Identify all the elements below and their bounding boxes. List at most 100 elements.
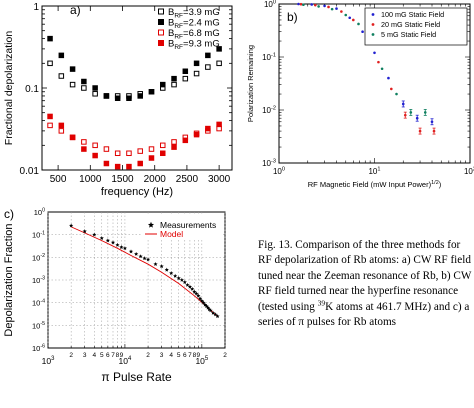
panel-c-xtick-minor-label: 9 [120, 352, 124, 359]
panel-c-ytick-label: 10-4 [32, 298, 45, 307]
panel-c-xtick-label: 104 [119, 356, 132, 366]
panel-b-ytick-label: 10-3 [262, 158, 276, 168]
panel-b-label: b) [287, 10, 298, 24]
panel-a-point-s1 [47, 60, 53, 67]
panel-a-point-s4 [103, 160, 110, 167]
panel-c-xtick-minor-label: 7 [188, 352, 192, 359]
panel-c-point-measurement [119, 245, 124, 249]
panel-c-point-measurement [185, 282, 190, 287]
panel-a-point-s3 [171, 139, 177, 145]
panel-c-point-measurement [99, 235, 104, 240]
figure-caption: Fig. 13. Comparison of the three methods… [258, 238, 472, 330]
panel-b-ytick-label: 10-1 [262, 52, 276, 62]
panel-c-legend-marker-measurements [147, 221, 155, 228]
panel-b-point-s2 [377, 60, 380, 64]
panel-a-point-s3 [126, 150, 132, 157]
panel-c-point-measurement [92, 232, 97, 237]
panel-b-point-s1 [387, 76, 390, 80]
panel-b-point-s2 [403, 113, 407, 117]
caption-text-1: Fig. 13. Comparison of the three methods… [258, 239, 472, 313]
caption-superscript: 39 [317, 297, 326, 307]
panel-b-legend-label: 5 mG Static Field [381, 30, 436, 39]
panel-a-xtick-label: 2000 [144, 174, 167, 185]
panel-c-model-line [71, 226, 218, 317]
panel-c-point-measurement [199, 298, 204, 303]
panel-c-point-measurement [138, 254, 143, 259]
panel-c-point-measurement [194, 291, 199, 296]
panel-c-point-measurement [208, 308, 213, 313]
panel-b-point-s1 [348, 16, 352, 20]
panel-b-point-s3 [317, 5, 320, 8]
panel-a-point-s1 [216, 60, 222, 67]
panel-c-point-measurement [179, 277, 184, 282]
panel-c-point-measurement [192, 289, 197, 294]
panel-c-legend-label: Measurements [160, 220, 216, 230]
panel-b-point-s2 [340, 10, 343, 13]
panel-a-point-s4 [114, 163, 121, 170]
panel-a-point-s2 [171, 75, 177, 82]
panel-a-point-s3 [114, 150, 121, 157]
panel-a-legend-label: BRF=6.8 mG [168, 28, 220, 41]
panel-a-point-s1 [92, 91, 98, 97]
panel-c-point-measurement [115, 242, 120, 247]
panel-a-point-s2 [160, 81, 166, 88]
panel-a-legend-label: BRF=3.9 mG [168, 7, 220, 20]
panel-a-point-s2 [126, 95, 132, 101]
panel-a-ylabel: Fractional depolarization [3, 31, 15, 146]
panel-a-point-s4 [69, 134, 76, 141]
panel-b-point-s1 [430, 120, 434, 124]
panel-b-ytick-label: 100 [264, 0, 276, 9]
panel-a-point-s2 [47, 35, 53, 42]
panel-c-xtick-minor-label: 2 [146, 352, 150, 359]
panel-a-point-s3 [58, 128, 65, 134]
panel-c-xtick-minor-label: 7 [111, 352, 115, 359]
panel-a-xtick-label: 500 [50, 174, 67, 185]
panel-a-point-s3 [47, 122, 53, 129]
panel-c-xtick-minor-label: 9 [197, 352, 201, 359]
panel-c-xtick-minor-label: 5 [100, 352, 104, 359]
panel-b-point-s1 [373, 51, 376, 55]
panel-c-xtick-minor-label: 2 [223, 352, 227, 359]
panel-b-point-s3 [330, 7, 334, 11]
panel-b-point-s2 [418, 129, 422, 133]
panel-b-point-s3 [344, 13, 348, 17]
panel-c-xtick-minor-label: 3 [83, 352, 87, 359]
panel-a-legend-label: BRF=9.3 mG [168, 39, 220, 52]
panel-c-xtick-minor-label: 3 [160, 352, 164, 359]
panel-a-ytick-label: 1 [33, 2, 39, 13]
panel-a-point-s4 [205, 125, 211, 132]
panel-c-point-measurement [145, 257, 151, 262]
panel-a-xtick-label: 1500 [111, 174, 134, 185]
panel-c-legend-label: Model [160, 229, 183, 239]
panel-a-point-s2 [92, 85, 98, 91]
panel-b-legend-box [364, 7, 468, 46]
panel-c-xtick-minor-label: 5 [177, 352, 181, 359]
panel-b-legend-marker [371, 23, 375, 26]
panel-c-point-measurement [82, 229, 87, 234]
panel-a-legend-label: BRF=2.4 mG [168, 18, 220, 31]
panel-a-point-s4 [148, 155, 155, 161]
panel-a-legend-marker [158, 29, 164, 36]
panel-b-point-s1 [323, 4, 326, 8]
panel-a-point-s2 [58, 52, 65, 59]
panel-b-xtick-label: 101 [368, 166, 380, 176]
panel-b-xlabel: RF Magnetic Field (mW Input Power)1/2) [308, 180, 442, 189]
panel-c-ylabel: Depolarization Fraction [3, 223, 15, 336]
panel-b-point-s2 [432, 129, 436, 133]
panel-b-legend-marker [371, 33, 375, 36]
panel-a-point-s4 [126, 163, 132, 170]
panel-c-xtick-minor-label: 2 [69, 352, 73, 359]
panel-c-ytick-label: 10-3 [32, 276, 45, 285]
panel-a-legend-marker [158, 40, 164, 46]
panel-a-xtick-label: 1000 [79, 174, 102, 185]
panel-a-point-s2 [103, 93, 110, 99]
panel-a-point-s2 [69, 66, 76, 72]
panel-a-point-s2 [137, 93, 143, 99]
panel-c-ytick-label: 100 [34, 208, 45, 217]
panel-a-point-s4 [47, 113, 53, 120]
panel-c-xtick-label: 105 [195, 356, 208, 366]
panel-a-point-s1 [69, 81, 76, 88]
panel-a-legend-marker [158, 19, 164, 25]
panel-b-point-s2 [314, 3, 317, 7]
